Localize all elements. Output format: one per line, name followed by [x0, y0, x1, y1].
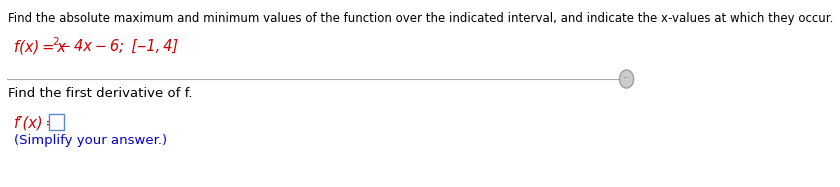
Text: − 4x − 6; [‒1, 4]: − 4x − 6; [‒1, 4]	[56, 39, 179, 54]
Text: 2: 2	[52, 37, 59, 47]
Circle shape	[619, 70, 633, 88]
Text: ···: ···	[622, 74, 631, 84]
Text: Find the first derivative of f.: Find the first derivative of f.	[8, 87, 192, 100]
Text: f′(x) =: f′(x) =	[14, 115, 58, 130]
FancyBboxPatch shape	[49, 114, 64, 130]
Text: (Simplify your answer.): (Simplify your answer.)	[14, 134, 167, 147]
Text: Find the absolute maximum and minimum values of the function over the indicated : Find the absolute maximum and minimum va…	[8, 12, 833, 25]
Text: f(x) = x: f(x) = x	[14, 39, 66, 54]
